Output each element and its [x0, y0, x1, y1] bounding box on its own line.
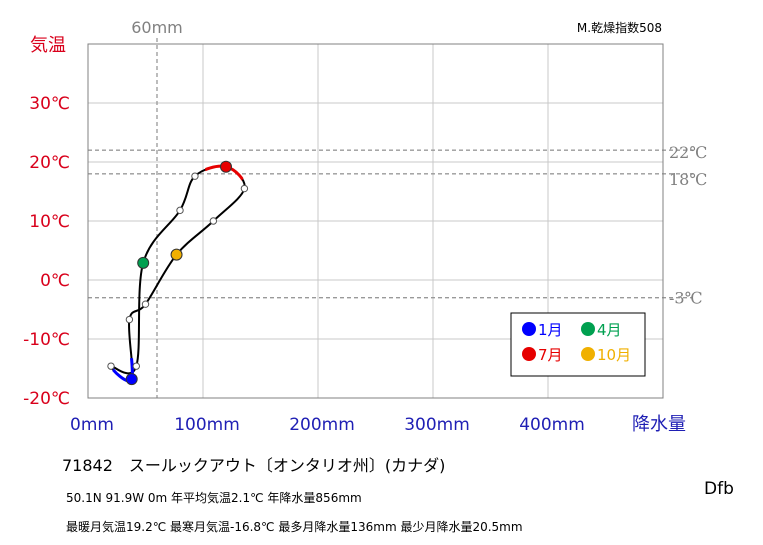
y-tick-label: -20℃	[23, 389, 70, 409]
legend-box	[510, 312, 646, 377]
ref-label-temp: 18℃	[669, 170, 707, 189]
legend-swatch	[581, 347, 595, 361]
y-tick-label: 20℃	[29, 153, 70, 173]
legend-swatch	[522, 322, 536, 336]
plot-frame	[87, 43, 664, 399]
point-month-9	[209, 217, 218, 225]
point-month-5	[176, 206, 184, 215]
point-month-10	[170, 248, 183, 261]
reference-lines: 22℃ 18℃ -3℃ 60mm	[88, 18, 707, 398]
aridity-index: M.乾燥指数508	[577, 20, 662, 35]
koppen-class: Dfb	[704, 479, 734, 499]
x-axis-title: 降水量	[632, 414, 686, 435]
y-tick-label: 30℃	[29, 94, 70, 114]
x-tick-label: 0mm	[70, 415, 114, 435]
station-stats: 50.1N 91.9W 0m 年平均気温2.1℃ 年降水量856mm	[66, 491, 362, 505]
point-month-3	[132, 362, 141, 370]
y-tick-label: 0℃	[40, 271, 70, 291]
legend-label: 10月	[597, 346, 631, 364]
legend-label: 4月	[597, 321, 622, 339]
ref-label-temp: 22℃	[669, 143, 707, 162]
point-month-6	[191, 172, 199, 180]
point-month-1	[125, 373, 138, 386]
legend-swatch	[522, 347, 536, 361]
legend: 1月 4月 7月 10月	[510, 312, 646, 377]
series-curve	[109, 165, 246, 382]
station-title: 71842 スールックアウト〔オンタリオ州〕(カナダ)	[62, 456, 446, 475]
station-extremes: 最暖月気温19.2℃ 最寒月気温-16.8℃ 最多月降水量136mm 最少月降水…	[66, 520, 523, 534]
x-tick-label: 300mm	[404, 415, 470, 435]
point-month-2	[107, 362, 115, 370]
series-arc-month-7	[205, 164, 247, 188]
legend-label: 1月	[538, 321, 563, 339]
monthly-series	[107, 160, 249, 386]
x-tick-label: 400mm	[519, 415, 585, 435]
x-tick-label: 100mm	[174, 415, 240, 435]
ref-label-precip: 60mm	[131, 18, 183, 37]
y-tick-label: 10℃	[29, 212, 70, 232]
grid	[88, 44, 663, 398]
point-month-11	[141, 300, 150, 308]
y-axis-title: 気温	[30, 35, 66, 56]
legend-swatch	[581, 322, 595, 336]
y-tick-label: -10℃	[23, 330, 70, 350]
x-tick-label: 200mm	[289, 415, 355, 435]
legend-label: 7月	[538, 346, 563, 364]
point-month-8	[240, 184, 249, 193]
point-month-12	[125, 315, 134, 324]
point-month-4	[137, 256, 150, 269]
point-month-7	[220, 160, 232, 173]
ref-label-temp: -3℃	[669, 289, 702, 308]
